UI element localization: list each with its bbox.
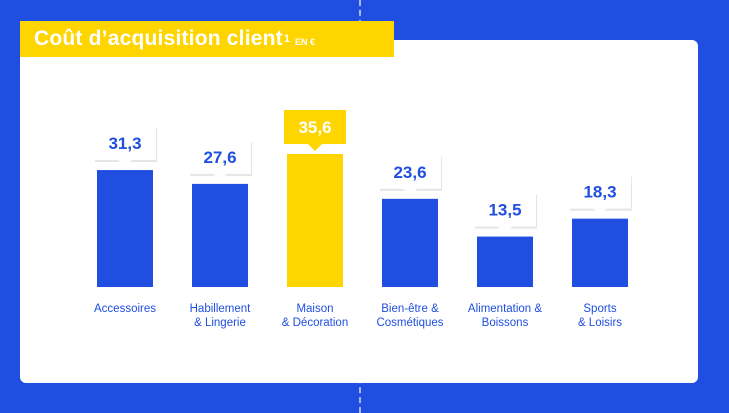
value-label-3: 23,6 [393, 163, 426, 182]
category-label-1-line-1: & Lingerie [194, 317, 246, 329]
value-label-4: 13,5 [488, 201, 521, 220]
value-callout-0 [94, 126, 157, 168]
value-callout-box [569, 174, 631, 209]
value-label-1: 27,6 [203, 148, 236, 167]
value-callout-box [284, 110, 346, 144]
value-callout-pointer [213, 173, 227, 181]
bar-1 [192, 183, 248, 287]
chart-title-banner: Coût d’acquisition client 1 EN € [20, 21, 394, 57]
category-label-2-line-0: Maison [296, 303, 333, 315]
value-callout-1 [189, 139, 252, 181]
value-callout-pointer [498, 226, 512, 234]
category-label-4-line-0: Alimentation & [468, 303, 542, 315]
value-callout-pointer [308, 144, 322, 151]
value-callout-box [474, 192, 536, 227]
bar-2 [287, 154, 343, 287]
category-label-3-line-1: Cosmétiques [376, 317, 443, 329]
title-footnote-marker: 1 [283, 33, 290, 45]
value-callout-4 [474, 192, 537, 234]
value-callout-3 [379, 154, 442, 196]
chart-title: Coût d’acquisition client [34, 27, 283, 50]
value-callout-pointer [403, 188, 417, 196]
value-callout-box [189, 139, 251, 174]
value-callout-pointer [118, 160, 132, 168]
category-label-4-line-1: Boissons [482, 317, 529, 329]
category-label-1-line-0: Habillement [190, 303, 252, 315]
category-label-2-line-1: & Décoration [282, 317, 348, 329]
bar-3 [382, 198, 438, 287]
bar-4 [477, 236, 533, 287]
value-callout-5 [569, 174, 632, 216]
value-callout-box [94, 126, 156, 161]
value-callout-2 [284, 110, 346, 151]
bar-5 [572, 218, 628, 287]
value-label-2: 35,6 [298, 118, 331, 137]
value-label-0: 31,3 [108, 134, 141, 153]
value-callout-box [379, 154, 441, 189]
value-label-5: 18,3 [583, 183, 616, 202]
category-label-5-line-0: Sports [583, 303, 616, 315]
bar-0 [97, 170, 153, 287]
category-label-3-line-0: Bien-être & [381, 303, 439, 315]
category-label-0-line-0: Accessoires [94, 303, 156, 315]
value-callout-pointer [593, 208, 607, 216]
category-label-5-line-1: & Loisirs [578, 317, 622, 329]
title-unit: EN € [294, 37, 315, 47]
